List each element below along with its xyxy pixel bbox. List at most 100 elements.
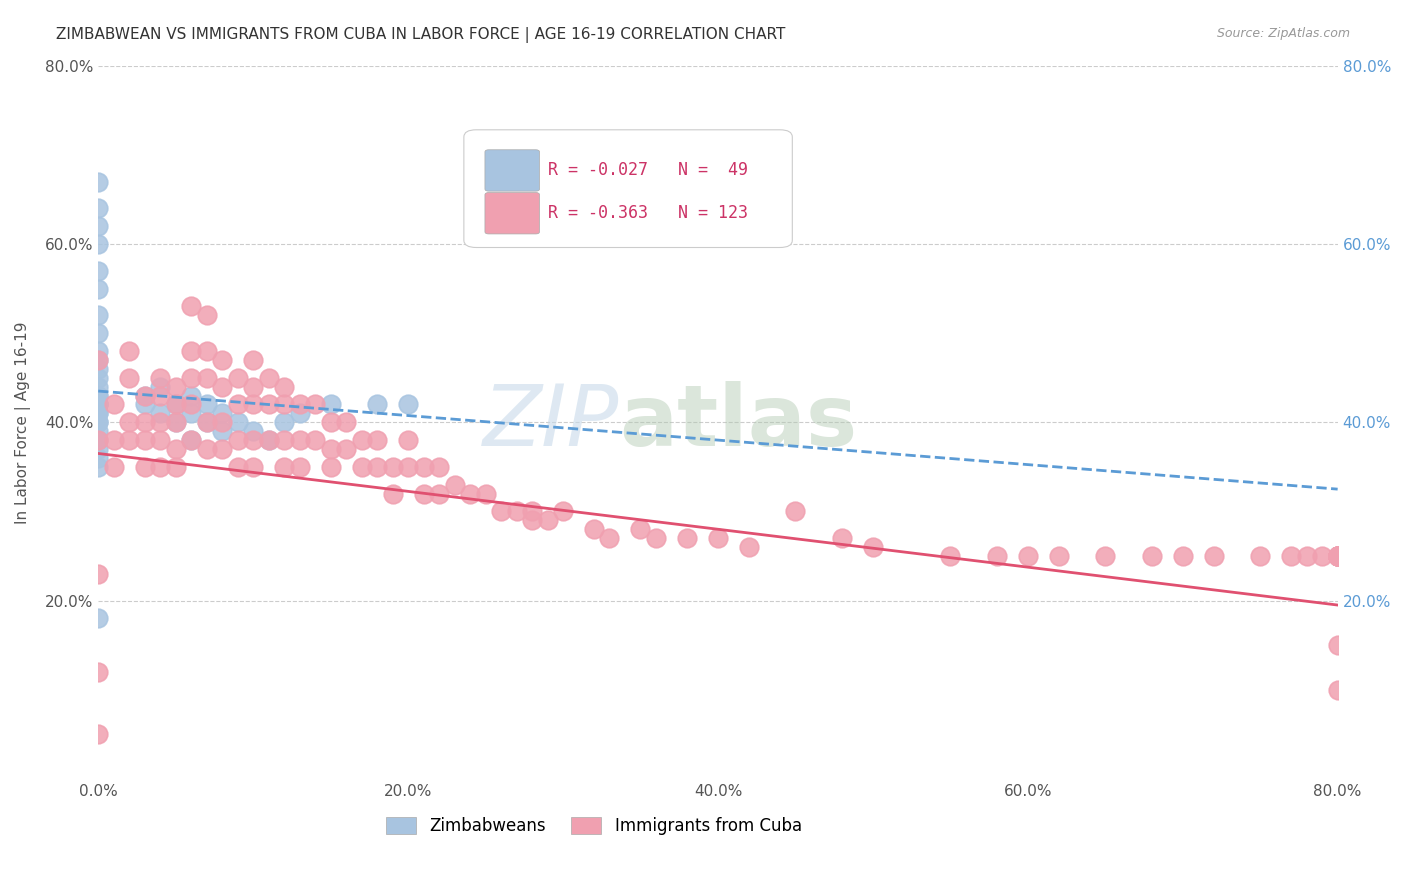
Point xyxy=(118,415,141,429)
Point xyxy=(366,459,388,474)
Point xyxy=(242,433,264,447)
Point xyxy=(1326,549,1348,563)
Point xyxy=(87,566,110,581)
Point xyxy=(304,433,326,447)
Point xyxy=(211,379,233,393)
Text: ZIMBABWEAN VS IMMIGRANTS FROM CUBA IN LABOR FORCE | AGE 16-19 CORRELATION CHART: ZIMBABWEAN VS IMMIGRANTS FROM CUBA IN LA… xyxy=(56,27,786,43)
Point xyxy=(87,236,110,251)
Point xyxy=(211,442,233,456)
Point xyxy=(134,459,156,474)
Point xyxy=(87,397,110,411)
Point xyxy=(1279,549,1302,563)
Point xyxy=(458,486,481,500)
Point xyxy=(195,308,218,322)
Point xyxy=(785,504,807,518)
Point xyxy=(319,459,342,474)
Point xyxy=(87,442,110,456)
Point xyxy=(288,459,311,474)
Point xyxy=(412,459,434,474)
Point xyxy=(87,370,110,384)
Text: R = -0.363   N = 123: R = -0.363 N = 123 xyxy=(548,204,748,222)
Point xyxy=(443,477,465,491)
Point xyxy=(87,379,110,393)
Point xyxy=(195,370,218,384)
Point xyxy=(195,343,218,358)
Point xyxy=(1326,549,1348,563)
Point xyxy=(1326,549,1348,563)
Point xyxy=(211,406,233,420)
Point xyxy=(103,397,125,411)
Point xyxy=(87,424,110,438)
Point xyxy=(645,531,668,545)
Point xyxy=(319,397,342,411)
Point xyxy=(335,415,357,429)
Point xyxy=(288,397,311,411)
Point xyxy=(134,388,156,402)
Point xyxy=(87,308,110,322)
Point xyxy=(1326,549,1348,563)
Text: atlas: atlas xyxy=(619,381,858,464)
Point xyxy=(134,433,156,447)
Point xyxy=(149,415,172,429)
Legend: Zimbabweans, Immigrants from Cuba: Zimbabweans, Immigrants from Cuba xyxy=(387,816,801,835)
Point xyxy=(1017,549,1039,563)
Point xyxy=(87,415,110,429)
Point xyxy=(350,459,373,474)
Point xyxy=(1326,549,1348,563)
Point xyxy=(87,263,110,277)
Point xyxy=(412,486,434,500)
Point xyxy=(1140,549,1163,563)
Point xyxy=(242,424,264,438)
Point xyxy=(242,352,264,367)
Point xyxy=(195,415,218,429)
Point xyxy=(165,415,187,429)
Point xyxy=(366,433,388,447)
Point xyxy=(598,531,620,545)
Point xyxy=(180,299,202,313)
Point xyxy=(1310,549,1333,563)
Point xyxy=(165,459,187,474)
Text: R = -0.027   N =  49: R = -0.027 N = 49 xyxy=(548,161,748,179)
FancyBboxPatch shape xyxy=(485,193,540,234)
Point xyxy=(87,352,110,367)
Point xyxy=(134,397,156,411)
Point xyxy=(87,201,110,215)
Point xyxy=(257,370,280,384)
Point xyxy=(350,433,373,447)
Point xyxy=(273,459,295,474)
FancyBboxPatch shape xyxy=(464,130,793,247)
Point xyxy=(288,433,311,447)
FancyBboxPatch shape xyxy=(485,150,540,191)
Point xyxy=(87,433,110,447)
Point xyxy=(211,415,233,429)
Point xyxy=(1094,549,1116,563)
Point xyxy=(180,370,202,384)
Point xyxy=(149,370,172,384)
Point xyxy=(381,459,404,474)
Point xyxy=(242,459,264,474)
Point xyxy=(273,415,295,429)
Point xyxy=(87,611,110,625)
Point xyxy=(87,406,110,420)
Point xyxy=(396,459,419,474)
Point xyxy=(520,504,543,518)
Point xyxy=(87,406,110,420)
Point xyxy=(87,174,110,188)
Point xyxy=(134,415,156,429)
Point xyxy=(165,397,187,411)
Point xyxy=(118,343,141,358)
Point xyxy=(1295,549,1317,563)
Point xyxy=(630,522,652,536)
Point xyxy=(489,504,512,518)
Point xyxy=(87,415,110,429)
Point xyxy=(427,459,450,474)
Point xyxy=(87,388,110,402)
Point xyxy=(87,281,110,295)
Y-axis label: In Labor Force | Age 16-19: In Labor Force | Age 16-19 xyxy=(15,321,31,524)
Point xyxy=(226,397,249,411)
Point xyxy=(87,397,110,411)
Point xyxy=(939,549,962,563)
Point xyxy=(103,433,125,447)
Point xyxy=(165,379,187,393)
Point xyxy=(862,540,884,554)
